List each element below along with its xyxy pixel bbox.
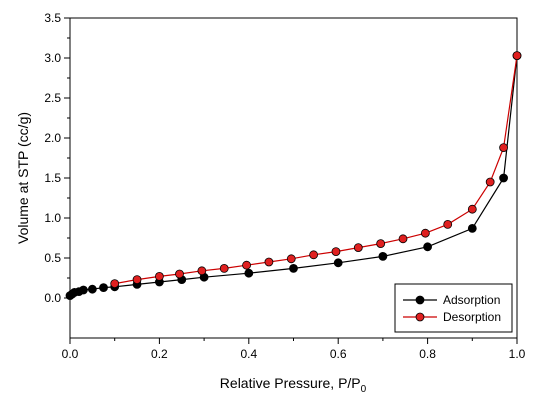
adsorption-point	[423, 242, 433, 252]
adsorption-point	[87, 284, 97, 294]
y-tick-label: 3.5	[44, 11, 61, 25]
desorption-point	[154, 271, 164, 281]
legend-box	[394, 283, 513, 333]
adsorption-point	[499, 173, 508, 183]
desorption-point	[110, 279, 120, 289]
desorption-point	[353, 243, 363, 253]
desorption-point	[376, 239, 386, 249]
adsorption-point	[79, 285, 88, 295]
y-tick-label: 2.5	[44, 91, 61, 105]
desorption-point	[309, 250, 319, 260]
y-tick-label: 0.0	[44, 291, 61, 305]
x-tick-label: 1.0	[509, 347, 526, 361]
legend-label-adsorption: Adsorption	[443, 293, 500, 307]
y-tick-label: 3.0	[44, 51, 61, 65]
adsorption-point	[378, 251, 388, 261]
desorption-point	[485, 177, 495, 187]
desorption-point	[512, 51, 522, 60]
x-tick-label: 0.0	[62, 347, 79, 361]
desorption-series	[110, 51, 522, 289]
adsorption-point	[289, 263, 298, 273]
desorption-point	[443, 219, 453, 229]
x-axis-title-subscript: 0	[361, 384, 367, 395]
desorption-point	[398, 234, 408, 244]
desorption-point	[331, 247, 341, 257]
legend-label-desorption: Desorption	[443, 310, 501, 324]
desorption-point	[175, 269, 184, 279]
series-layer	[65, 51, 522, 301]
legend-marker-adsorption	[415, 295, 425, 305]
y-axis-title: Volume at STP (cc/g)	[15, 112, 31, 244]
desorption-point	[467, 204, 477, 214]
x-axis-title: Relative Pressure, P/P0	[220, 375, 367, 395]
y-tick-label: 2.0	[44, 131, 61, 145]
y-tick-label: 0.5	[44, 251, 61, 265]
legend-entry-desorption: Desorption	[403, 310, 501, 324]
legend: Adsorption Desorption	[394, 283, 513, 333]
tick-labels: 0.0 0.2 0.4 0.6 0.8 1.0 0.0 0.5 1.0 1.5 2.0 2.5 3.0 3…	[44, 11, 525, 361]
desorption-point	[219, 263, 229, 273]
adsorption-point	[333, 258, 343, 268]
desorption-point	[132, 275, 142, 285]
desorption-point	[242, 260, 251, 270]
x-axis-title-main: Relative Pressure, P/P	[220, 375, 361, 391]
desorption-point	[420, 228, 430, 238]
legend-marker-desorption	[415, 312, 425, 322]
adsorption-series	[65, 51, 522, 301]
adsorption-point	[244, 268, 254, 278]
x-tick-label: 0.8	[419, 347, 436, 361]
legend-entry-adsorption: Adsorption	[403, 293, 500, 307]
x-tick-label: 0.6	[330, 347, 347, 361]
desorption-point	[197, 266, 207, 276]
desorption-point	[499, 143, 508, 153]
desorption-line	[114, 55, 518, 285]
desorption-point	[286, 254, 296, 264]
x-tick-label: 0.4	[240, 347, 257, 361]
y-tick-label: 1.5	[44, 171, 61, 185]
desorption-point	[264, 257, 274, 267]
adsorption-point	[99, 283, 108, 293]
x-tick-label: 0.2	[151, 347, 168, 361]
y-tick-label: 1.0	[44, 211, 61, 225]
adsorption-point	[467, 223, 477, 233]
